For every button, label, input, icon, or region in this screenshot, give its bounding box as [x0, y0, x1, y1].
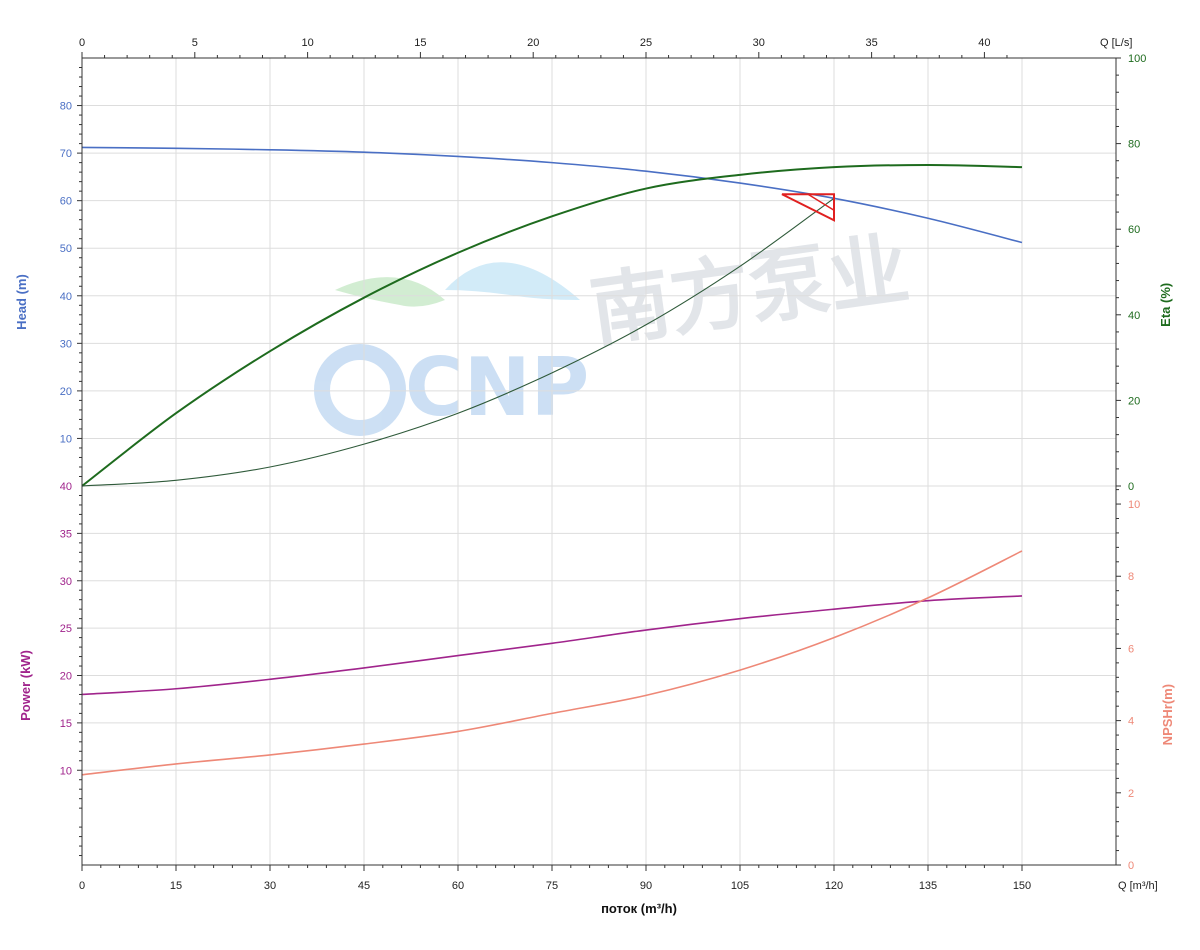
watermark-green-wave: [335, 277, 445, 307]
power-tick-label: 20: [60, 671, 72, 683]
power-curve: [81, 595, 1023, 696]
npsh-tick-label: 10: [1128, 499, 1140, 511]
power-tick-label: 30: [60, 576, 72, 588]
eta-tick-label: 40: [1128, 310, 1140, 322]
x-tick-label: 75: [546, 880, 558, 892]
npsh-tick-label: 6: [1128, 643, 1134, 655]
x-tick-label: 135: [919, 880, 937, 892]
head-tick-label: 80: [60, 101, 72, 113]
x-axis-title: поток (m³/h): [601, 901, 677, 916]
npsh-tick-label: 2: [1128, 788, 1134, 800]
x-tick-label: 60: [452, 880, 464, 892]
eta-tick-label: 60: [1128, 224, 1140, 236]
x-tick-label: 105: [731, 880, 749, 892]
head-tick-label: 20: [60, 386, 72, 398]
x-tick-label: 30: [264, 880, 276, 892]
npsh-tick-label: 4: [1128, 716, 1134, 728]
head-tick-label: 50: [60, 243, 72, 255]
x2-tick-label: 20: [527, 37, 539, 49]
watermark-at-icon: [314, 344, 406, 436]
x-unit-label: Q [m³/h]: [1118, 880, 1158, 892]
grid: [81, 57, 1117, 865]
operating-point-group: [781, 193, 835, 222]
head-tick-label: 60: [60, 196, 72, 208]
x2-tick-label: 30: [753, 37, 765, 49]
npsh-tick-label: 0: [1128, 860, 1134, 872]
operating-point-marker-line: [807, 193, 835, 211]
npsh-axis-title: NPSHr(m): [1160, 684, 1175, 745]
power-tick-label: 10: [60, 765, 72, 777]
watermark-blue-wave: [445, 262, 580, 300]
npsh-tick-label: 8: [1128, 571, 1134, 583]
watermark-logo: CNP 南方泵业: [314, 222, 915, 436]
head-tick-label: 40: [60, 291, 72, 303]
power-axis-title: Power (kW): [18, 650, 33, 721]
eta-tick-label: 80: [1128, 139, 1140, 151]
x2-tick-label: 10: [301, 37, 313, 49]
series-group: [81, 146, 1023, 776]
x2-tick-label: 25: [640, 37, 652, 49]
power-tick-label: 15: [60, 718, 72, 730]
x2-tick-label: 35: [865, 37, 877, 49]
x2-tick-label: 15: [414, 37, 426, 49]
x-tick-label: 150: [1013, 880, 1031, 892]
system-curve: [81, 197, 835, 487]
x2-tick-label: 0: [79, 37, 85, 49]
power-tick-label: 35: [60, 528, 72, 540]
head-tick-label: 30: [60, 338, 72, 350]
x2-unit-label: Q [L/s]: [1100, 37, 1132, 49]
x-tick-label: 45: [358, 880, 370, 892]
axes-group: 0 15 30 45 60 75 90 105 120 135 150 Q [m³/h]поток (…: [14, 37, 1175, 916]
x2-tick-label: 40: [978, 37, 990, 49]
x-tick-label: 120: [825, 880, 843, 892]
eta-tick-label: 100: [1128, 53, 1146, 65]
watermark-name-text: 南方泵业: [585, 222, 915, 359]
eta-axis-title: Eta (%): [1158, 283, 1173, 327]
npsh-curve: [81, 550, 1023, 776]
x-tick-label: 15: [170, 880, 182, 892]
operating-point-marker: [781, 193, 835, 222]
watermark-logo-text: CNP: [405, 341, 589, 434]
head-tick-label: 10: [60, 433, 72, 445]
x2-tick-label: 5: [192, 37, 198, 49]
head-tick-label: 70: [60, 148, 72, 160]
x-tick-label: 0: [79, 880, 85, 892]
eta-curve: [81, 163, 1023, 487]
eta-tick-label: 20: [1128, 395, 1140, 407]
power-tick-label: 25: [60, 623, 72, 635]
eta-tick-label: 0: [1128, 481, 1134, 493]
head-curve: [81, 146, 1023, 244]
head-axis-title: Head (m): [14, 274, 29, 330]
power-tick-label: 40: [60, 481, 72, 493]
x-tick-label: 90: [640, 880, 652, 892]
